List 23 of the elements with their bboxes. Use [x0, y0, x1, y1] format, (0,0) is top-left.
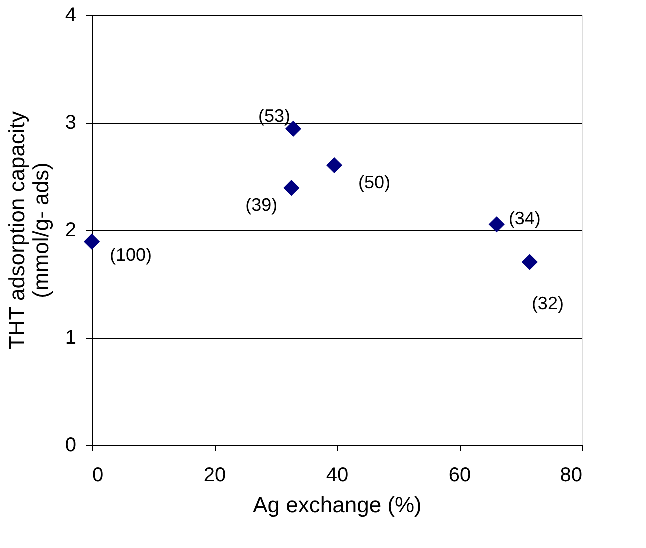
annotation: (39)	[246, 195, 278, 216]
point	[84, 234, 100, 250]
y-tick-label: 4	[65, 4, 76, 26]
point	[522, 254, 538, 270]
annotation: (32)	[532, 293, 564, 314]
y-tick-label: 0	[65, 434, 76, 456]
x-tick-label: 80	[560, 464, 582, 486]
x-axis-title: Ag exchange (%)	[253, 492, 422, 518]
x-tick-label: 40	[326, 464, 349, 486]
x-tick-label: 20	[204, 464, 226, 486]
y-tick-label: 2	[65, 220, 76, 242]
annotation: (100)	[110, 244, 152, 265]
annotation: (53)	[258, 106, 291, 126]
y-axis-title: THT adsorption capacity (mmol/g- ads)	[4, 111, 54, 350]
point	[284, 180, 300, 196]
y-tick-label: 1	[65, 327, 76, 349]
annotation: (34)	[508, 208, 541, 229]
y-tick-label: 3	[65, 112, 76, 134]
point	[488, 216, 505, 233]
x-tick-label: 0	[92, 464, 104, 486]
x-tick-label: 60	[448, 464, 472, 486]
annotation: (50)	[358, 172, 391, 192]
point	[326, 157, 343, 174]
